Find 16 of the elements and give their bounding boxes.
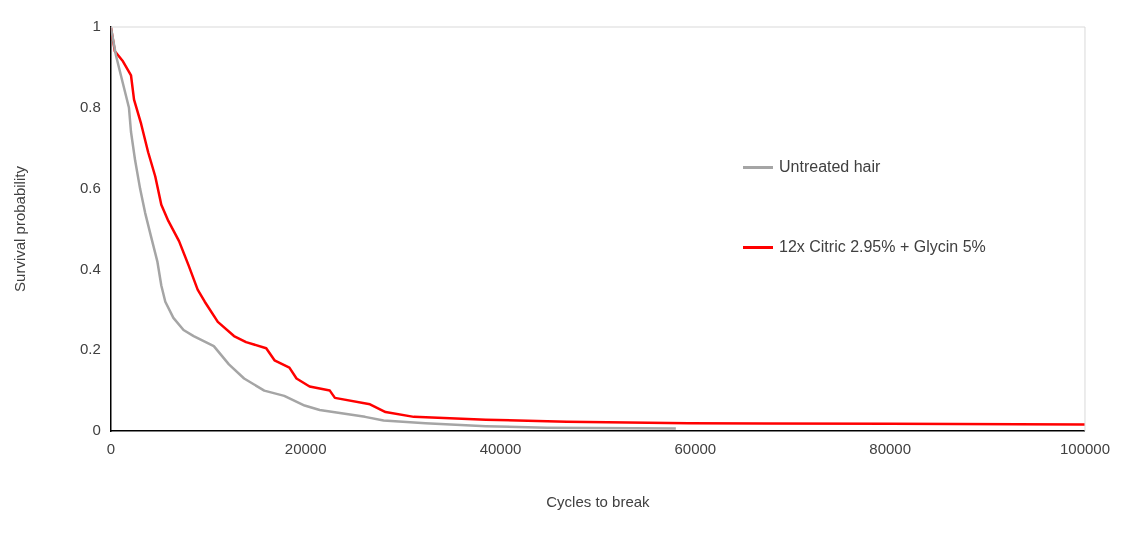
legend-label: Untreated hair [779, 158, 881, 176]
x-tick-label: 20000 [284, 440, 327, 458]
x-tick-label: 60000 [674, 440, 717, 458]
y-tick-label: 0 [92, 421, 101, 439]
y-tick-label: 0.2 [79, 340, 101, 358]
x-tick-label: 100000 [1059, 440, 1110, 458]
x-tick-label: 40000 [479, 440, 522, 458]
y-tick-label: 1 [92, 17, 101, 35]
x-tick-label: 0 [106, 440, 116, 458]
y-axis-title: Survival probability [11, 165, 29, 292]
y-tick-label: 0.4 [79, 259, 101, 277]
legend-label: 12x Citric 2.95% + Glycin 5% [779, 238, 986, 256]
x-tick-label: 80000 [869, 440, 912, 458]
y-tick-label: 0.8 [79, 97, 101, 115]
y-tick-label: 0.6 [79, 178, 101, 196]
x-axis-title: Cycles to break [546, 493, 651, 511]
